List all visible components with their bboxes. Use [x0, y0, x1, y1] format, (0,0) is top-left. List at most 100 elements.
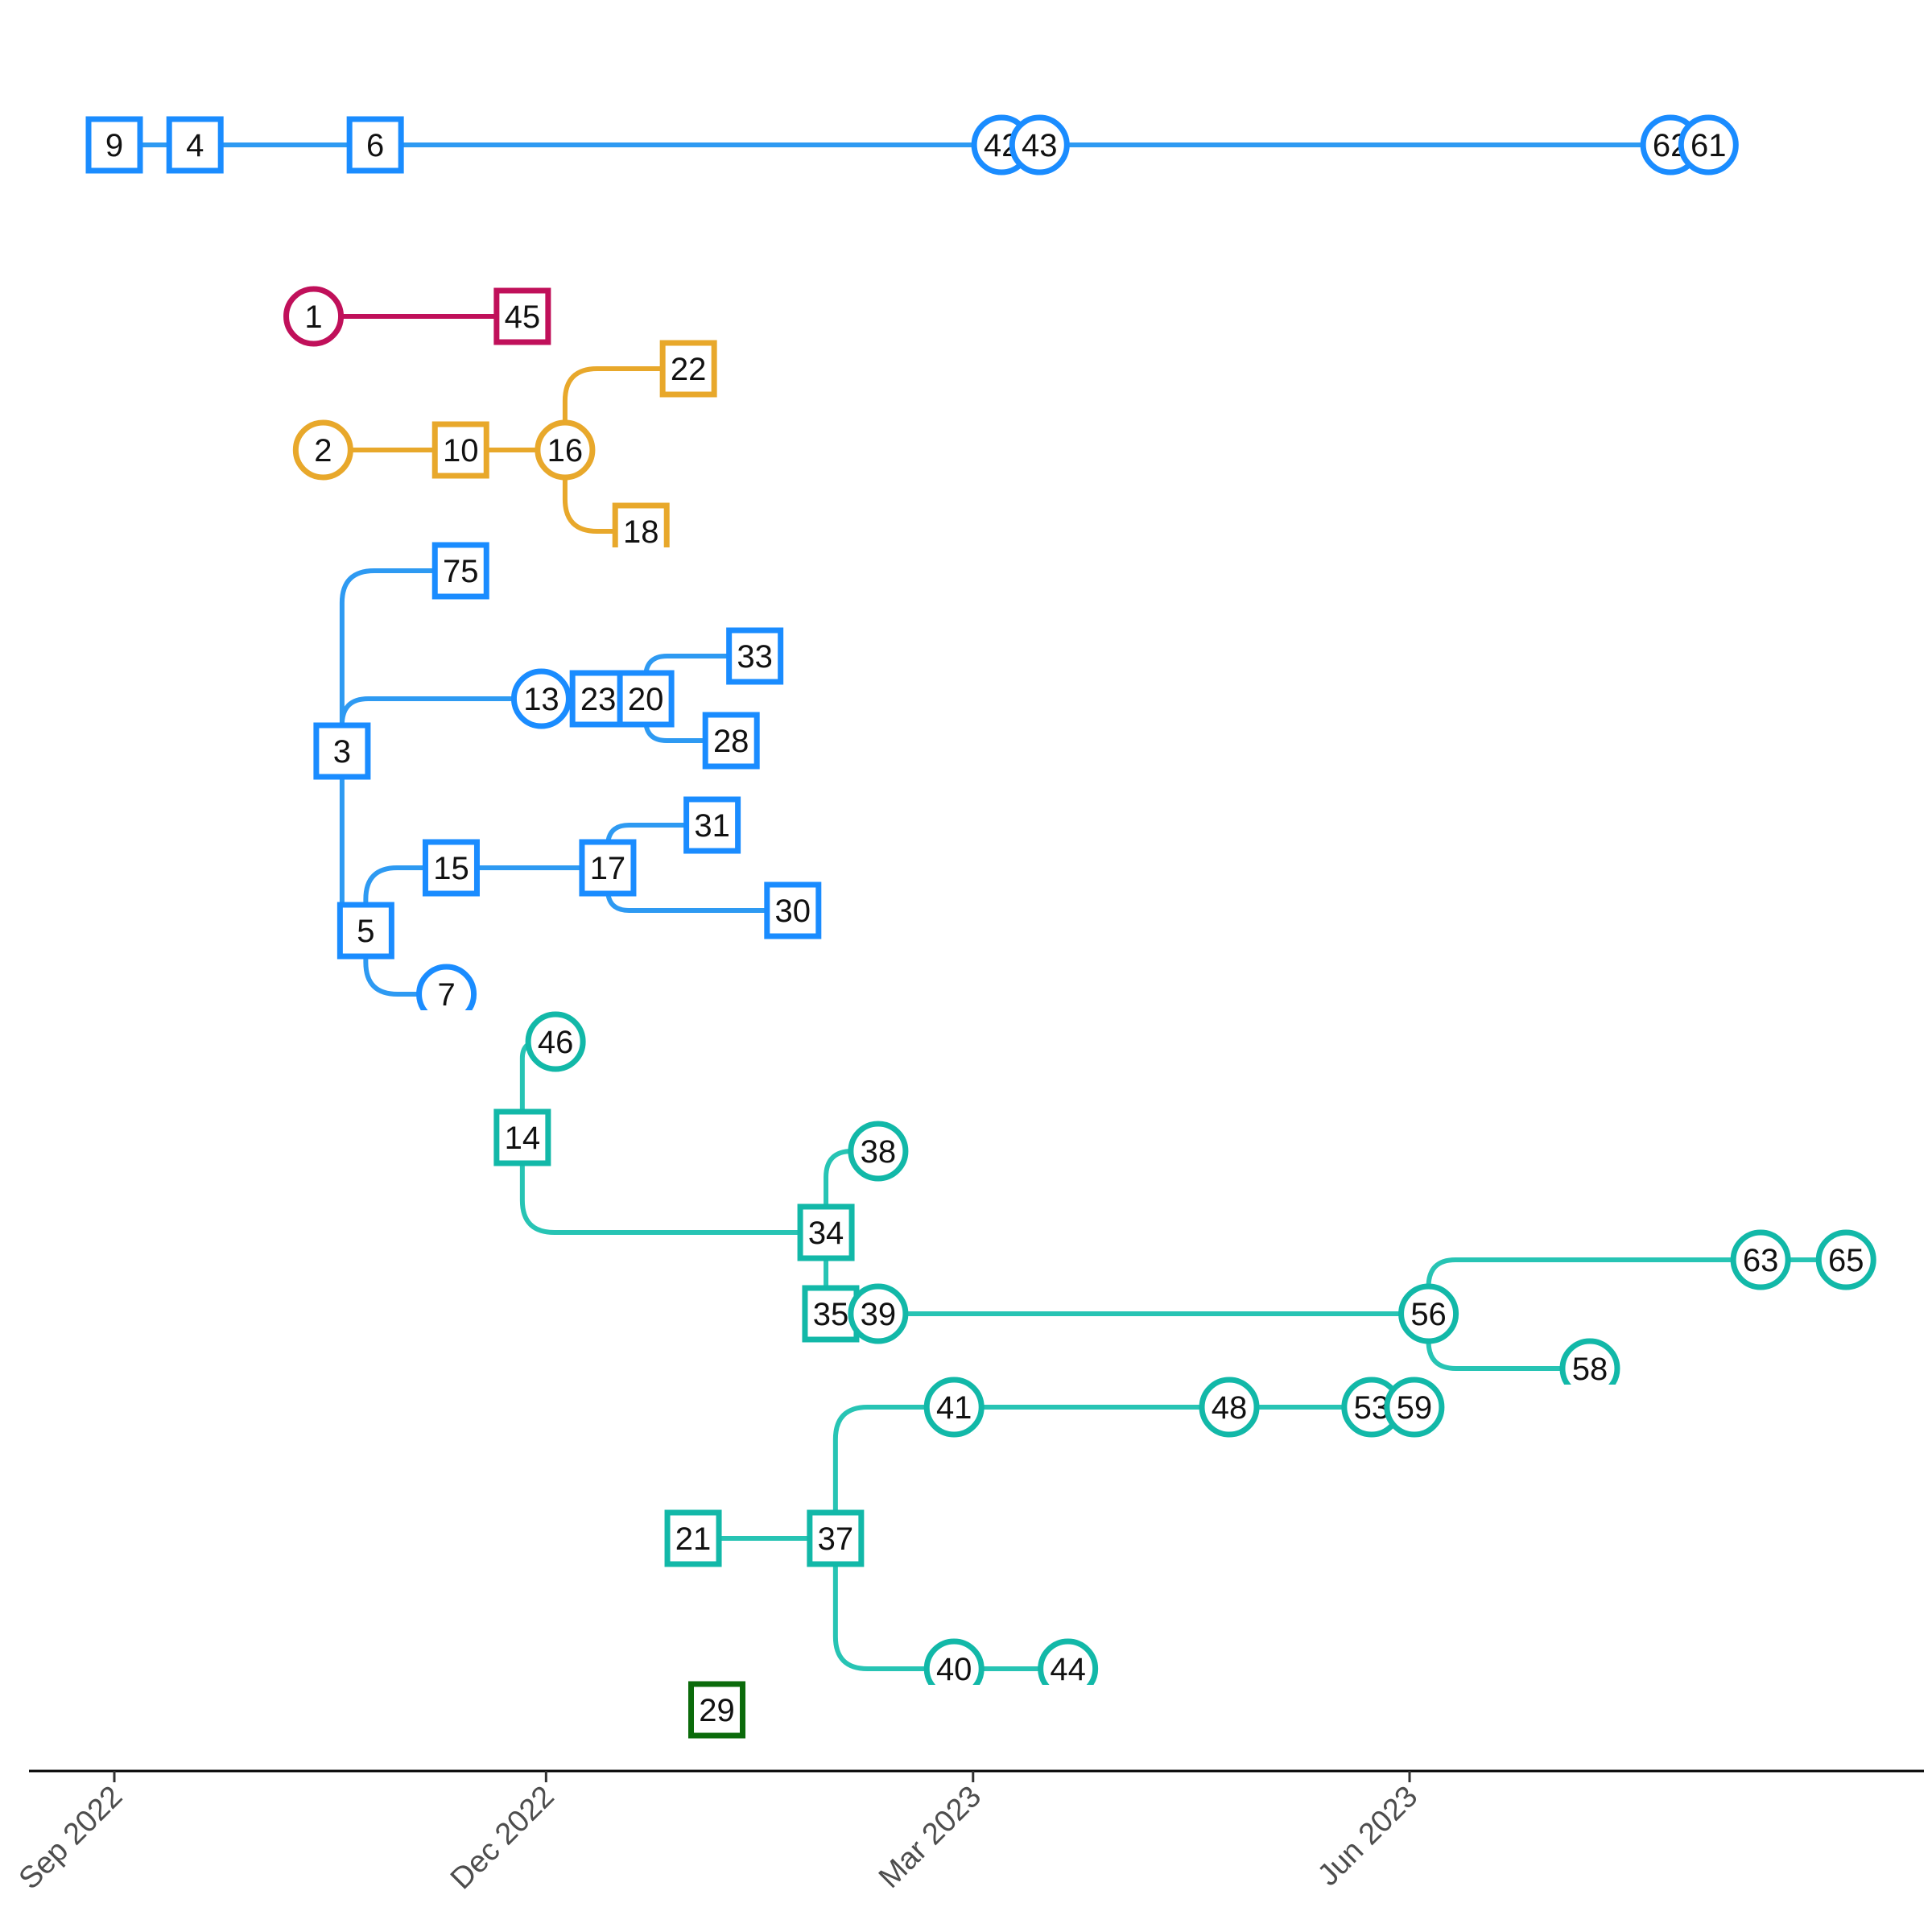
- node-58: 58: [1559, 1338, 1620, 1385]
- node-marker-37: [807, 1509, 865, 1567]
- node-marker-45: [493, 287, 551, 345]
- node-marker-13: [510, 668, 572, 729]
- node-label-35: 35: [813, 1297, 849, 1332]
- node-label-48: 48: [1212, 1390, 1248, 1426]
- node-marker-43: [1009, 114, 1070, 175]
- node-label-37: 37: [818, 1521, 854, 1557]
- node-label-31: 31: [694, 808, 730, 844]
- edge-37-41: [832, 1405, 957, 1541]
- node-45: 45: [493, 287, 551, 345]
- node-23: 23: [569, 670, 627, 728]
- node-label-33: 33: [737, 639, 773, 675]
- node-marker-1: [283, 286, 345, 347]
- node-label-65: 65: [1828, 1243, 1864, 1278]
- node-7: 7: [416, 964, 477, 1013]
- node-marker-5: [336, 902, 394, 960]
- node-label-63: 63: [1743, 1243, 1779, 1278]
- node-marker-28: [702, 712, 760, 770]
- node-5: 5: [336, 902, 394, 960]
- edge-37-40: [832, 1536, 957, 1671]
- node-marker-18: [612, 502, 670, 547]
- node-18: 18: [612, 502, 670, 547]
- edge-3-13: [339, 696, 544, 753]
- node-53: 53: [1341, 1377, 1402, 1438]
- node-label-44: 44: [1050, 1652, 1086, 1687]
- node-label-28: 28: [713, 724, 749, 759]
- node-46: 46: [525, 1011, 586, 1072]
- node-label-40: 40: [936, 1652, 972, 1687]
- node-label-13: 13: [523, 682, 559, 717]
- node-56: 56: [1398, 1283, 1459, 1344]
- node-31: 31: [683, 796, 741, 854]
- node-label-2: 2: [314, 433, 332, 469]
- node-marker-22: [659, 340, 717, 398]
- node-20: 20: [617, 670, 675, 728]
- node-39: 39: [848, 1283, 909, 1344]
- node-marker-14: [493, 1108, 551, 1166]
- node-37: 37: [807, 1509, 865, 1567]
- edge-3-75: [339, 568, 464, 753]
- node-marker-56: [1398, 1283, 1459, 1344]
- node-30: 30: [764, 881, 822, 939]
- node-label-3: 3: [333, 734, 351, 770]
- x-tick-label-2: Mar 2023: [873, 1780, 988, 1895]
- node-label-15: 15: [433, 851, 469, 886]
- node-48: 48: [1199, 1377, 1260, 1438]
- node-label-46: 46: [538, 1025, 574, 1060]
- node-label-53: 53: [1354, 1390, 1390, 1426]
- node-marker-30: [764, 881, 822, 939]
- node-59: 59: [1384, 1377, 1445, 1438]
- node-33: 33: [726, 627, 784, 685]
- node-marker-9: [85, 116, 143, 174]
- node-marker-59: [1384, 1377, 1445, 1438]
- node-label-20: 20: [628, 682, 664, 717]
- node-1: 1: [283, 286, 345, 347]
- node-label-29: 29: [699, 1693, 735, 1728]
- node-marker-38: [848, 1121, 909, 1182]
- node-61: 61: [1678, 114, 1739, 175]
- node-34: 34: [797, 1203, 855, 1261]
- node-marker-41: [923, 1377, 985, 1438]
- node-17: 17: [579, 839, 637, 897]
- node-4: 4: [166, 116, 224, 174]
- edge-5-15: [363, 865, 454, 933]
- node-marker-34: [797, 1203, 855, 1261]
- node-label-5: 5: [357, 914, 374, 949]
- node-marker-48: [1199, 1377, 1260, 1438]
- node-marker-21: [664, 1509, 722, 1567]
- node-41: 41: [923, 1377, 985, 1438]
- node-marker-7: [416, 964, 477, 1010]
- node-43: 43: [1009, 114, 1070, 175]
- node-marker-75: [431, 542, 489, 600]
- edge-5-7: [363, 928, 449, 997]
- node-13: 13: [510, 668, 572, 729]
- node-label-45: 45: [505, 299, 541, 335]
- node-35: 35: [802, 1285, 860, 1343]
- node-75: 75: [431, 542, 489, 600]
- edge-16-22: [562, 366, 691, 452]
- node-marker-40: [923, 1638, 985, 1685]
- node-marker-6: [346, 116, 404, 174]
- node-label-16: 16: [547, 433, 584, 469]
- node-63: 63: [1730, 1229, 1791, 1290]
- node-label-38: 38: [861, 1134, 897, 1170]
- node-label-17: 17: [590, 851, 626, 886]
- node-marker-46: [525, 1011, 586, 1072]
- node-65: 65: [1815, 1229, 1876, 1290]
- node-marker-17: [579, 839, 637, 897]
- node-label-10: 10: [443, 433, 479, 469]
- node-marker-2: [292, 419, 353, 481]
- edge-56-63: [1426, 1257, 1764, 1316]
- node-label-59: 59: [1397, 1390, 1433, 1426]
- node-marker-35: [802, 1285, 860, 1343]
- node-label-21: 21: [675, 1521, 712, 1557]
- node-9: 9: [85, 116, 143, 174]
- x-tick-label-3: Jun 2023: [1311, 1780, 1424, 1893]
- node-label-34: 34: [808, 1216, 844, 1251]
- node-marker-65: [1815, 1229, 1876, 1290]
- node-label-7: 7: [437, 977, 455, 1013]
- node-label-39: 39: [861, 1297, 897, 1332]
- node-marker-15: [422, 839, 480, 897]
- node-marker-63: [1730, 1229, 1791, 1290]
